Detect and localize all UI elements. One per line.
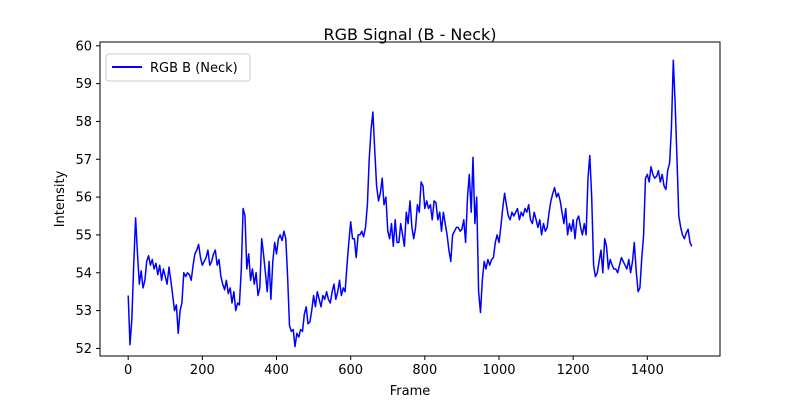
y-tick-label: 54 [75, 266, 92, 281]
x-tick-label: 800 [412, 363, 437, 378]
x-tick-label: 400 [264, 363, 289, 378]
y-tick-label: 55 [75, 228, 92, 243]
x-tick-label: 0 [124, 363, 132, 378]
plot-area [99, 41, 721, 357]
legend-label: RGB B (Neck) [150, 61, 238, 76]
plot-frame [99, 41, 721, 357]
legend: RGB B (Neck) [105, 53, 251, 82]
chart-title: RGB Signal (B - Neck) [323, 25, 496, 44]
y-tick-label: 59 [75, 77, 92, 92]
x-tick-label: 200 [190, 363, 215, 378]
y-tick-label: 52 [75, 342, 92, 357]
x-tick-label: 600 [338, 363, 363, 378]
x-tick-label: 1400 [631, 363, 664, 378]
y-tick-label: 57 [75, 153, 92, 168]
y-axis-label: Intensity [53, 170, 68, 227]
series-layer [127, 59, 693, 348]
y-tick-label: 53 [75, 304, 92, 319]
y-tick-label: 58 [75, 115, 92, 130]
x-tick-label: 1200 [557, 363, 590, 378]
series-line [127, 59, 693, 348]
x-tick-label: 1000 [482, 363, 515, 378]
y-tick-label: 60 [75, 39, 92, 54]
y-tick-label: 56 [75, 191, 92, 206]
x-axis: 0 200 400 600 800 1000 1200 1400 [124, 356, 664, 378]
y-axis: 52 53 54 55 56 57 58 59 60 [75, 39, 100, 357]
legend-box [105, 53, 251, 82]
x-axis-label: Frame [390, 384, 431, 399]
